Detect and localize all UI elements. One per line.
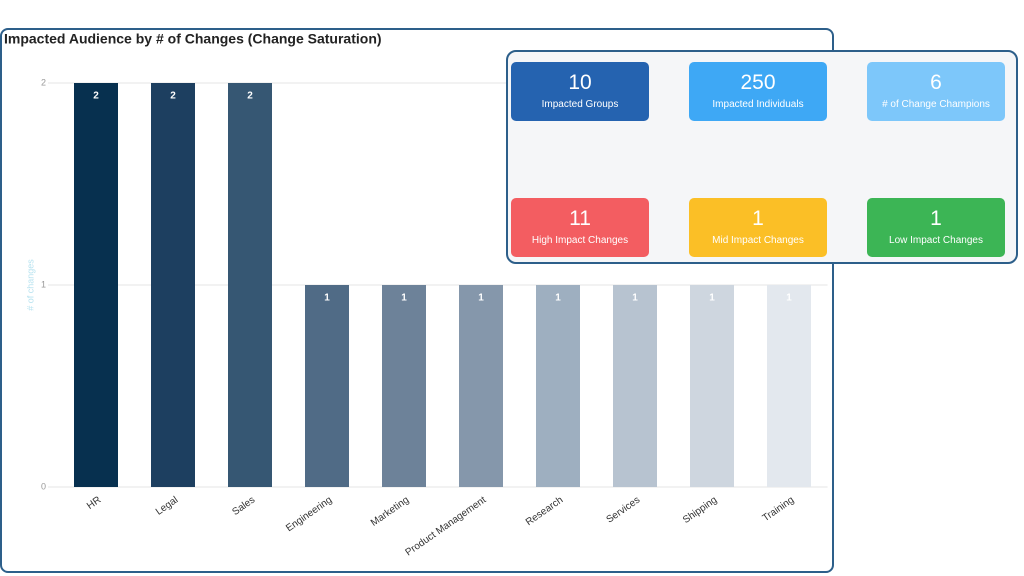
- x-tick-label: Legal: [154, 495, 180, 518]
- kpi-card: 250 Impacted Individuals: [689, 62, 827, 121]
- x-tick-label: Research: [524, 495, 565, 529]
- data-label: 1: [401, 293, 407, 304]
- kpi-value: 6: [930, 71, 942, 94]
- kpi-label: Impacted Individuals: [712, 99, 804, 110]
- bar: [74, 83, 118, 487]
- data-label: 1: [786, 293, 792, 304]
- x-tick-label: Product Management: [404, 494, 489, 558]
- bar: [690, 285, 734, 487]
- y-axis-label: # of changes: [25, 259, 35, 311]
- data-label: 2: [93, 91, 99, 102]
- kpi-label: High Impact Changes: [531, 235, 629, 246]
- y-tick-label: 2: [41, 77, 46, 87]
- data-label: 1: [555, 293, 561, 304]
- kpi-label: Mid Impact Changes: [712, 235, 804, 246]
- data-label: 1: [324, 293, 330, 304]
- x-tick-label: Sales: [230, 495, 257, 518]
- data-label: 2: [170, 91, 176, 102]
- kpi-value: 1: [752, 207, 764, 230]
- y-tick-label: 0: [41, 481, 46, 491]
- bar: [305, 285, 349, 487]
- data-label: 2: [247, 91, 253, 102]
- x-tick-label: Shipping: [681, 495, 719, 526]
- kpi-value: 1: [930, 207, 942, 230]
- kpi-label: Impacted Groups: [541, 99, 619, 110]
- data-label: 1: [632, 293, 638, 304]
- data-label: 1: [709, 293, 715, 304]
- bar: [151, 83, 195, 487]
- kpi-value: 11: [569, 207, 591, 230]
- bar: [459, 285, 503, 487]
- kpi-label: # of Change Champions: [882, 99, 990, 110]
- kpi-panel: 10 Impacted Groups 250 Impacted Individuals…: [506, 50, 1018, 264]
- kpi-card: 10 Impacted Groups: [511, 62, 649, 121]
- bar: [767, 285, 811, 487]
- data-label: 1: [478, 293, 484, 304]
- kpi-card: 6 # of Change Champions: [867, 62, 1005, 121]
- x-tick-label: Training: [761, 495, 797, 525]
- kpi-value: 250: [740, 71, 776, 94]
- x-tick-label: Services: [605, 495, 643, 526]
- bar: [382, 285, 426, 487]
- bar: [536, 285, 580, 487]
- kpi-label: Low Impact Changes: [889, 235, 983, 246]
- kpi-card: 1 Mid Impact Changes: [689, 198, 827, 257]
- kpi-card: 11 High Impact Changes: [511, 198, 649, 257]
- x-tick-label: Marketing: [369, 495, 411, 529]
- x-tick-label: Engineering: [284, 495, 334, 535]
- chart-panel: [0, 28, 834, 573]
- bar: [613, 285, 657, 487]
- chart-title: Impacted Audience by # of Changes (Chang…: [4, 31, 382, 47]
- kpi-card: 1 Low Impact Changes: [867, 198, 1005, 257]
- chart: Impacted Audience by # of Changes (Chang…: [4, 31, 828, 558]
- y-tick-label: 1: [41, 279, 46, 289]
- kpi-value: 10: [568, 71, 592, 94]
- x-tick-label: HR: [85, 495, 103, 512]
- bar: [228, 83, 272, 487]
